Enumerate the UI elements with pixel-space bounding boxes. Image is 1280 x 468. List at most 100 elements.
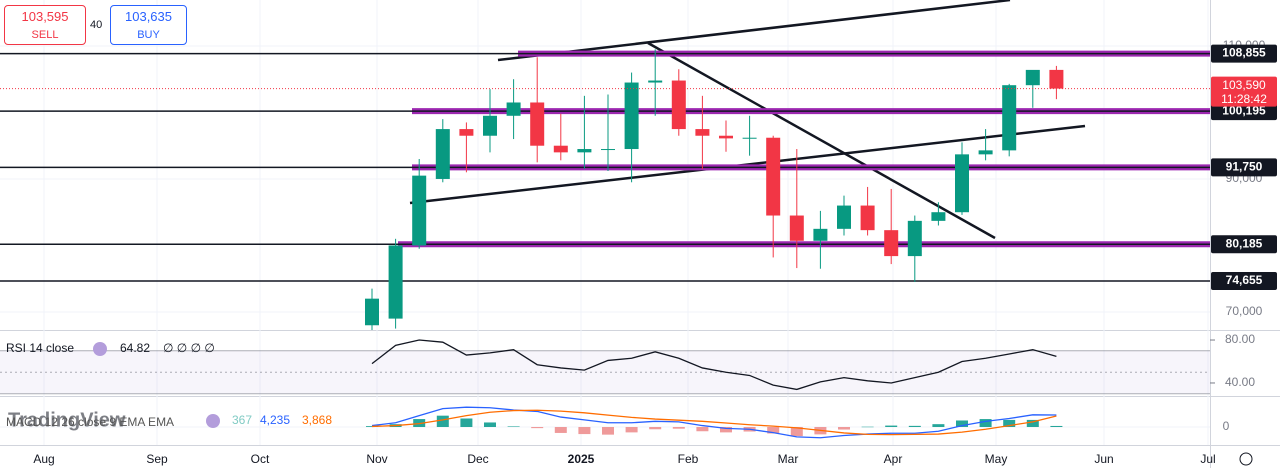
macd-histogram-bar	[484, 422, 496, 427]
sell-label: SELL	[31, 29, 59, 41]
macd-histogram-bar	[932, 424, 945, 427]
x-tick-label: Jul	[1200, 452, 1215, 466]
signal-readout: 3,868	[302, 413, 332, 427]
spread: 40	[90, 19, 103, 31]
macd-histogram-bar	[720, 426, 732, 433]
rsi-line	[371, 339, 1057, 391]
last-price-label: 103,590	[1222, 78, 1266, 92]
macd-histogram-bar	[602, 426, 614, 435]
macd-line	[371, 409, 1057, 436]
candle-body	[671, 80, 686, 130]
candle-body	[648, 80, 663, 83]
candle-body	[601, 149, 615, 151]
buy-price: 103,635	[125, 9, 172, 24]
x-tick-label: 2025	[568, 452, 595, 466]
candle-body	[388, 245, 403, 319]
macd-histogram-bar	[531, 426, 544, 429]
level-tag	[1211, 102, 1277, 121]
candle-body	[931, 212, 946, 221]
macd-histogram-bar	[460, 418, 473, 427]
candle-body	[1002, 85, 1017, 151]
macd-histogram-bar	[861, 426, 874, 428]
macd-histogram-bar	[979, 419, 992, 427]
candle-body	[978, 150, 993, 155]
macd-hist-readout: 367	[232, 413, 252, 427]
macd-tick-label: 0	[1223, 419, 1230, 433]
level-label: 80,185	[1226, 236, 1263, 250]
candle-body	[1049, 69, 1064, 89]
rsi-label: RSI 14 close	[6, 341, 74, 355]
rsi-icon[interactable]	[93, 342, 107, 356]
candle-body	[695, 129, 710, 136]
x-tick-label: Dec	[467, 452, 488, 466]
trendlines	[409, 0, 1086, 240]
x-tick-label: Oct	[251, 452, 270, 466]
x-tick-label: Feb	[678, 452, 699, 466]
x-tick-label: Aug	[33, 452, 54, 466]
level-tag	[1211, 158, 1277, 177]
macd-line	[371, 406, 1057, 439]
macd-histogram-bar	[767, 426, 780, 434]
macd-histogram-bar	[507, 426, 520, 427]
macd-icon[interactable]	[206, 414, 220, 428]
rsi-readout: 64.82	[120, 341, 150, 355]
candle-body	[860, 205, 875, 231]
sell-price: 103,595	[21, 9, 69, 24]
macd-histogram-bar	[578, 426, 591, 435]
x-tick-label: May	[985, 452, 1008, 466]
macd-pane	[0, 406, 1210, 439]
macd-histogram-bar	[1003, 419, 1016, 427]
level-tag	[1211, 44, 1277, 63]
level-tag	[1211, 272, 1277, 291]
level-tag	[1211, 235, 1277, 254]
level-label: 100,195	[1222, 103, 1266, 117]
macd-histogram-bar	[790, 426, 803, 437]
candle-body	[577, 149, 592, 153]
macd-histogram-bar	[1026, 419, 1039, 427]
candle-body	[955, 154, 969, 213]
candle-body	[459, 129, 474, 136]
candle-body	[813, 228, 828, 241]
candle-body	[506, 102, 521, 116]
settings-button[interactable]	[1239, 452, 1253, 466]
candle-body	[837, 205, 851, 229]
buy-button[interactable]: 103,635 BUY	[110, 5, 187, 45]
macd-histogram-bar	[1050, 425, 1063, 427]
x-tick-label: Nov	[366, 452, 387, 466]
y-tick-label: 70,000	[1226, 304, 1263, 318]
candle-body	[435, 129, 450, 179]
macd-histogram-bar	[554, 426, 567, 433]
candle-body	[719, 135, 733, 139]
x-tick-label: Apr	[884, 452, 903, 466]
sell-button[interactable]: 103,595 SELL	[4, 5, 86, 45]
x-tick-label: Jun	[1094, 452, 1113, 466]
candle-body	[365, 298, 379, 326]
candle-body	[884, 230, 899, 257]
candle-body	[624, 82, 639, 150]
rsi-extra: ∅ ∅ ∅ ∅	[163, 341, 215, 355]
grid	[0, 0, 1210, 445]
candle-body	[789, 215, 804, 241]
macd-histogram-bar	[696, 426, 709, 432]
x-tick-label: Sep	[146, 452, 168, 466]
macd-histogram-bar	[838, 426, 850, 430]
x-tick-label: Mar	[778, 452, 799, 466]
rsi-tick-label: 40.00	[1225, 375, 1255, 389]
level-label: 74,655	[1226, 273, 1263, 287]
candle-body	[1025, 69, 1040, 86]
candle-body	[907, 220, 922, 257]
watermark: TradingView	[8, 409, 126, 431]
macd-label: MACD 12 26 close 9 EMA EMA	[6, 415, 174, 429]
macd-histogram-bar	[649, 426, 662, 430]
candle-body	[483, 115, 497, 136]
macd-histogram-bar	[885, 425, 898, 427]
candle-body	[553, 145, 568, 153]
price-pane	[0, 0, 1210, 330]
level-label: 108,855	[1222, 46, 1266, 60]
macd-histogram-bar	[366, 426, 378, 427]
last-price-tag	[1211, 76, 1277, 107]
macd-histogram-bar	[436, 415, 449, 427]
macd-readout: 4,235	[260, 413, 290, 427]
countdown: 11:28:42	[1221, 92, 1267, 106]
